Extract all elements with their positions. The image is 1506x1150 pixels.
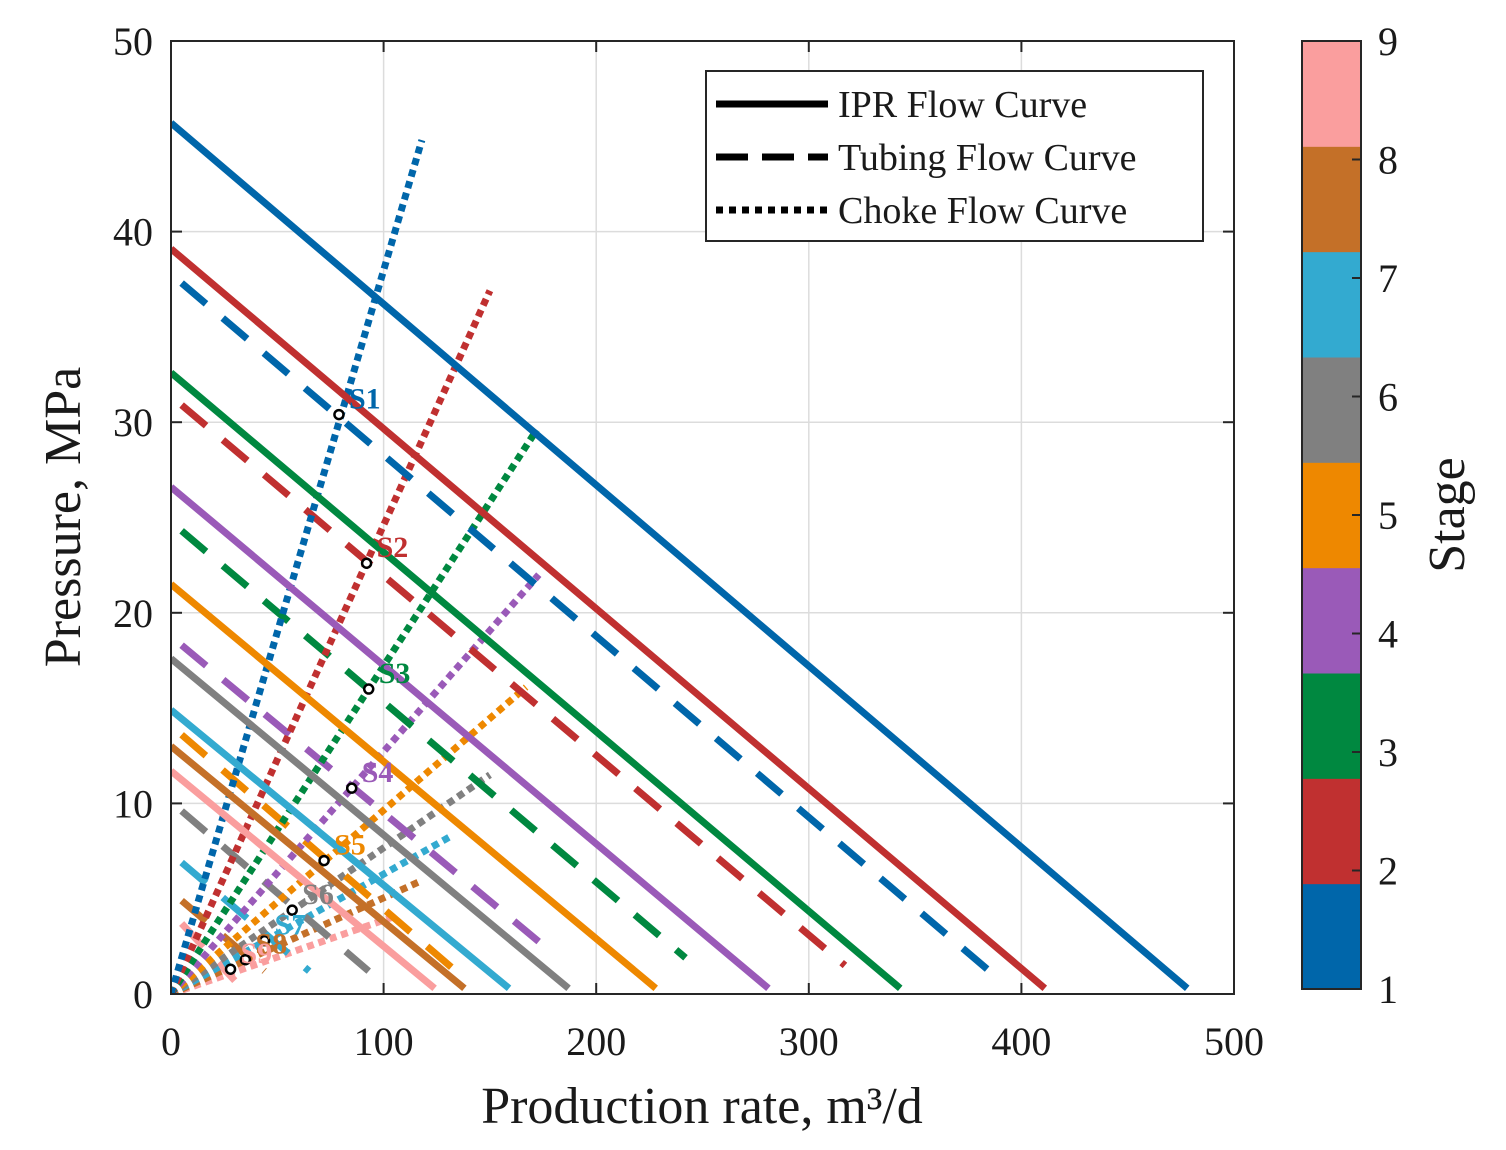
- colorbar-tick-label: 6: [1378, 375, 1398, 420]
- legend-label-ipr: IPR Flow Curve: [838, 84, 1087, 126]
- tubing-curve-stage-7: [179, 859, 312, 974]
- tubing-curve-stage-1: [179, 280, 992, 974]
- legend: IPR Flow Curve Tubing Flow Curve Choke F…: [705, 70, 1204, 242]
- x-axis-ticks: 0 100 200 300 400 500: [161, 41, 1264, 1064]
- ipr-curve-stage-9: [171, 768, 437, 991]
- colorbar-tick-label: 4: [1378, 612, 1398, 657]
- operating-point-stage-6: [286, 904, 298, 916]
- colorbar-segment-7: [1302, 251, 1361, 358]
- operating-point-stage-7: [258, 934, 271, 947]
- y-axis-label: Pressure, MPa: [35, 367, 92, 667]
- stage-label-8: S8: [255, 928, 287, 961]
- x-tick-label: 100: [354, 1019, 414, 1064]
- x-tick-label: 300: [779, 1019, 839, 1064]
- stage-label-1: S1: [349, 383, 381, 416]
- choke-curve-stage-6: [171, 771, 492, 994]
- y-tick-label: 40: [113, 210, 153, 255]
- colorbar-segment-3: [1302, 673, 1361, 779]
- colorbar-label: Stage: [1419, 457, 1476, 573]
- choke-curve-stage-7: [171, 832, 454, 994]
- y-tick-label: 50: [113, 19, 153, 64]
- colorbar-tick-label: 9: [1378, 19, 1398, 64]
- colorbar-tick-label: 3: [1378, 730, 1398, 775]
- operating-point-stage-3: [362, 683, 375, 695]
- plot-frame: [170, 40, 1235, 995]
- ipr-curve-stage-8: [171, 743, 467, 991]
- operating-point-stage-9: [224, 963, 237, 975]
- ipr-curve-stage-6: [171, 655, 571, 991]
- colorbar-segment-1: [1302, 883, 1361, 990]
- x-tick-label: 200: [566, 1019, 626, 1064]
- stage-label-4: S4: [362, 756, 394, 789]
- stage-label-5: S5: [334, 829, 366, 862]
- colorbar-segment-4: [1302, 567, 1361, 674]
- ipr-curve-stage-3: [171, 369, 903, 991]
- y-axis-ticks: 0 10 20 30 40 50: [113, 19, 1234, 1017]
- colorbar-segment-6: [1302, 357, 1361, 463]
- x-tick-label: 0: [161, 1019, 181, 1064]
- operating-point-stage-4: [345, 782, 358, 794]
- choke-curve-stage-1: [171, 139, 426, 994]
- colorbar-segment-8: [1302, 146, 1361, 253]
- tubing-curve-stage-5: [179, 732, 459, 974]
- legend-label-tubing: Tubing Flow Curve: [838, 137, 1136, 179]
- series-group: [171, 120, 1190, 994]
- colorbar: [1301, 40, 1362, 990]
- ipr-curve-stage-5: [171, 581, 658, 991]
- legend-label-choke: Choke Flow Curve: [838, 190, 1127, 232]
- choke-curve-stage-2: [171, 289, 494, 994]
- operating-point-stage-1: [333, 408, 345, 421]
- colorbar-tick-label: 8: [1378, 138, 1398, 183]
- colorbar-tick-label: 7: [1378, 256, 1398, 301]
- tubing-curve-stage-3: [179, 528, 688, 961]
- stage-label-6: S6: [302, 878, 334, 911]
- ipr-curve-stage-1: [171, 120, 1190, 991]
- stage-label-3: S3: [379, 657, 411, 690]
- stage-label-2: S2: [377, 531, 409, 564]
- y-tick-label: 30: [113, 400, 153, 445]
- colorbar-tick-label: 1: [1378, 967, 1398, 1012]
- tubing-curve-stage-6: [179, 808, 371, 974]
- y-tick-label: 10: [113, 781, 153, 826]
- choke-curve-stage-5: [171, 684, 529, 994]
- tubing-curve-stage-2: [179, 402, 848, 969]
- tubing-curve-stage-4: [179, 642, 556, 957]
- y-tick-label: 20: [113, 591, 153, 636]
- choke-curve-stage-3: [171, 427, 540, 994]
- x-axis-label: Production rate, m³/d: [481, 1078, 923, 1135]
- colorbar-segment-5: [1302, 462, 1361, 569]
- stage-label-9: S9: [241, 937, 273, 970]
- ipr-curve-stage-4: [171, 484, 771, 991]
- colorbar-tick-label: 5: [1378, 493, 1398, 538]
- operating-point-stage-2: [360, 557, 373, 569]
- operating-point-stage-5: [318, 854, 330, 867]
- x-tick-label: 500: [1204, 1019, 1264, 1064]
- colorbar-ticks: 1 2 3 4 5 6 7 8 9: [1352, 19, 1398, 1012]
- operating-point-stage-8: [239, 953, 252, 966]
- colorbar-segment-9: [1302, 41, 1361, 147]
- choke-curve-stage-8: [171, 878, 422, 994]
- ipr-curve-stage-2: [171, 246, 1048, 991]
- y-tick-label: 0: [133, 972, 153, 1017]
- colorbar-segment-2: [1302, 778, 1361, 885]
- stage-label-7: S7: [275, 909, 307, 942]
- x-tick-label: 400: [991, 1019, 1051, 1064]
- colorbar-tick-label: 2: [1378, 849, 1398, 894]
- ipr-curve-stage-7: [171, 707, 512, 991]
